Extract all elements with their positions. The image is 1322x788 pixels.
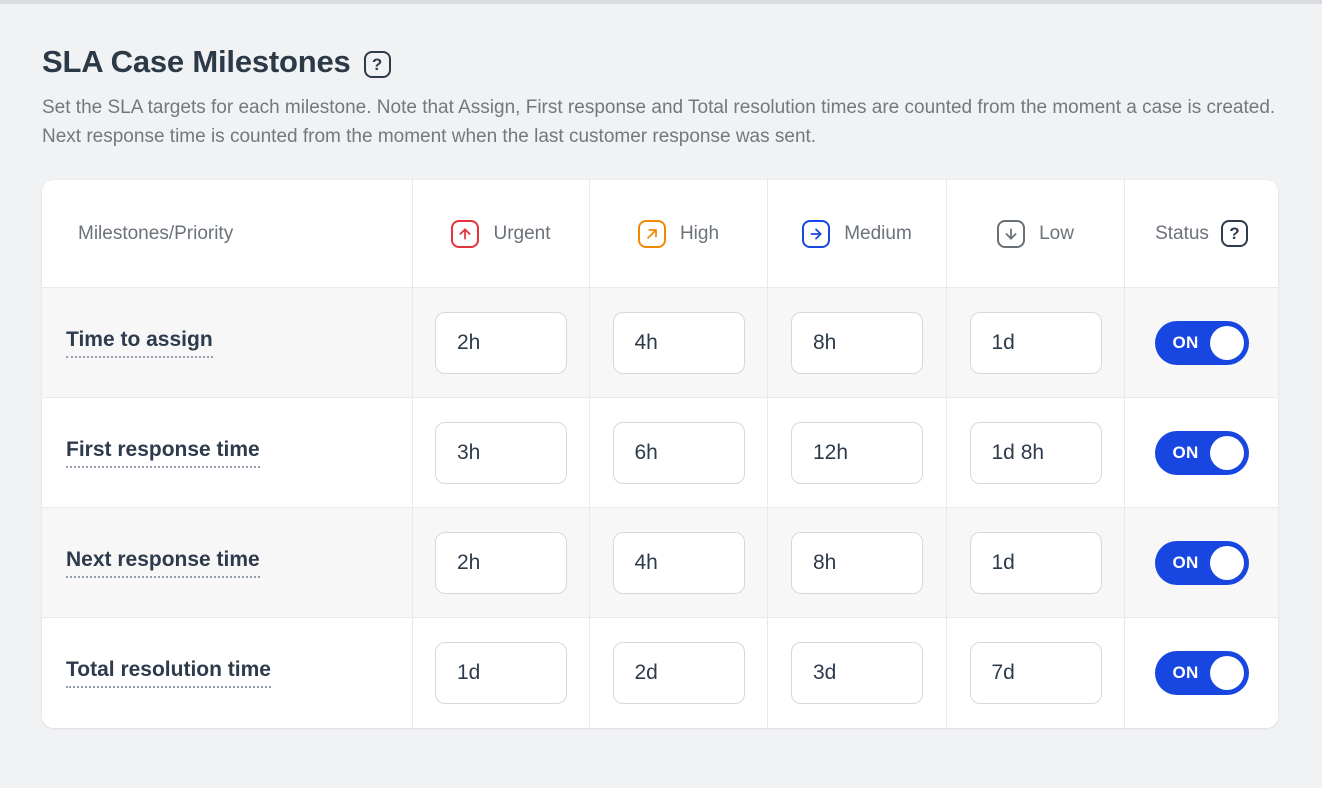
input-urgent[interactable] [435, 311, 567, 374]
column-label: Low [1039, 222, 1074, 244]
input-low[interactable] [969, 531, 1102, 594]
toggle-on-label: ON [1172, 332, 1199, 352]
sla-settings-page: SLA Case Milestones ? Set the SLA target… [0, 4, 1322, 728]
toggle-knob [1209, 325, 1244, 360]
column-label: Milestones/Priority [78, 222, 234, 244]
sla-milestones-table: Milestones/Priority Urgent High Medium [42, 180, 1278, 728]
header-low: Low [947, 180, 1125, 287]
milestone-link[interactable]: Next response time [66, 548, 260, 578]
status-help-icon[interactable]: ? [1220, 220, 1248, 247]
input-urgent[interactable] [435, 531, 567, 594]
toggle-on-label: ON [1172, 663, 1199, 682]
header-milestones-priority: Milestones/Priority [42, 180, 413, 287]
input-medium[interactable] [791, 421, 923, 484]
row-time-to-assign: Time to assign ON [42, 288, 1278, 398]
table-header-row: Milestones/Priority Urgent High Medium [42, 180, 1278, 288]
column-label: Status [1155, 222, 1209, 244]
input-low[interactable] [969, 421, 1102, 484]
status-toggle[interactable]: ON [1154, 651, 1249, 695]
arrow-up-right-icon [637, 219, 666, 248]
header-medium: Medium [768, 180, 947, 287]
page-header: SLA Case Milestones ? [42, 44, 1278, 80]
column-label: Medium [844, 222, 912, 244]
header-status: Status ? [1125, 180, 1278, 287]
input-low[interactable] [969, 642, 1102, 704]
page-description: Set the SLA targets for each milestone. … [42, 97, 1276, 147]
top-edge-strip [0, 0, 1322, 4]
header-urgent: Urgent [413, 180, 590, 287]
input-medium[interactable] [791, 311, 923, 374]
input-high[interactable] [612, 311, 745, 374]
arrow-down-icon [997, 219, 1026, 248]
input-high[interactable] [612, 642, 745, 704]
input-urgent[interactable] [435, 642, 567, 704]
row-next-response-time: Next response time ON [42, 508, 1278, 618]
input-medium[interactable] [791, 642, 923, 704]
row-total-resolution-time: Total resolution time ON [42, 618, 1278, 728]
arrow-up-icon [451, 219, 480, 248]
input-urgent[interactable] [435, 421, 567, 484]
header-high: High [590, 180, 768, 287]
column-label: Urgent [493, 222, 551, 244]
input-low[interactable] [969, 311, 1102, 374]
toggle-knob [1209, 435, 1244, 470]
input-medium[interactable] [791, 531, 923, 594]
status-toggle[interactable]: ON [1154, 320, 1249, 365]
toggle-on-label: ON [1172, 552, 1199, 572]
status-toggle[interactable]: ON [1154, 430, 1249, 475]
page-title: SLA Case Milestones [42, 44, 351, 79]
arrow-right-icon [802, 219, 831, 248]
milestone-link[interactable]: Time to assign [66, 328, 213, 358]
toggle-knob [1209, 656, 1244, 690]
status-toggle[interactable]: ON [1154, 540, 1249, 585]
row-first-response-time: First response time ON [42, 398, 1278, 508]
milestone-link[interactable]: First response time [66, 438, 260, 468]
help-icon[interactable]: ? [363, 51, 391, 78]
column-label: High [679, 222, 720, 244]
toggle-on-label: ON [1172, 442, 1199, 462]
input-high[interactable] [612, 531, 745, 594]
input-high[interactable] [612, 421, 745, 484]
toggle-knob [1209, 545, 1244, 580]
milestone-link[interactable]: Total resolution time [66, 658, 271, 688]
